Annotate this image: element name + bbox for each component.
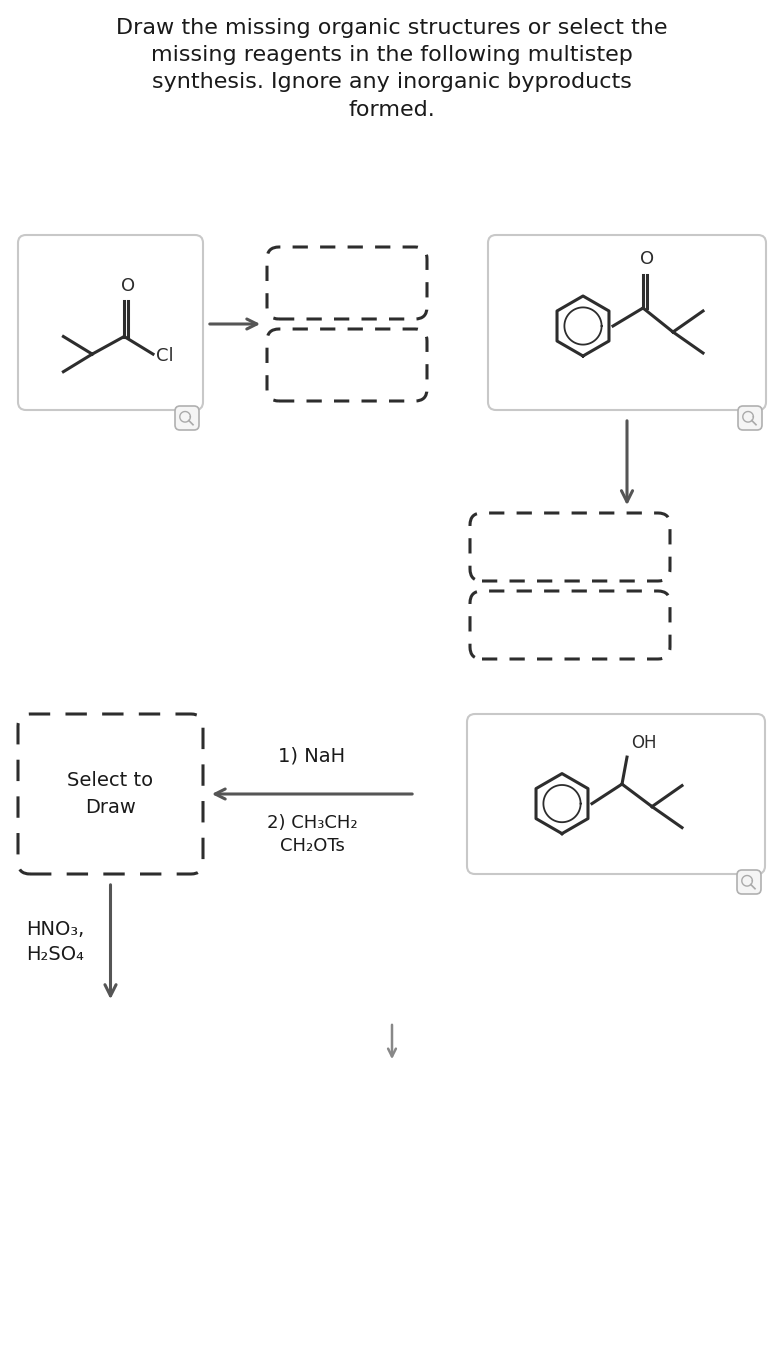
- FancyBboxPatch shape: [175, 405, 199, 430]
- Text: Draw the missing organic structures or select the
missing reagents in the follow: Draw the missing organic structures or s…: [116, 18, 668, 119]
- Text: Cl: Cl: [156, 347, 173, 365]
- Text: O: O: [122, 277, 136, 296]
- Text: 1) NaH: 1) NaH: [278, 747, 346, 766]
- Text: Select to
Draw: Select to Draw: [67, 772, 154, 816]
- FancyBboxPatch shape: [738, 405, 762, 430]
- Text: O: O: [640, 250, 654, 268]
- FancyBboxPatch shape: [488, 235, 766, 410]
- Text: 2) CH₃CH₂
CH₂OTs: 2) CH₃CH₂ CH₂OTs: [267, 814, 358, 854]
- FancyBboxPatch shape: [467, 715, 765, 875]
- FancyBboxPatch shape: [18, 235, 203, 410]
- Text: OH: OH: [631, 734, 656, 753]
- Text: HNO₃,
H₂SO₄: HNO₃, H₂SO₄: [27, 919, 85, 964]
- FancyBboxPatch shape: [737, 871, 761, 894]
